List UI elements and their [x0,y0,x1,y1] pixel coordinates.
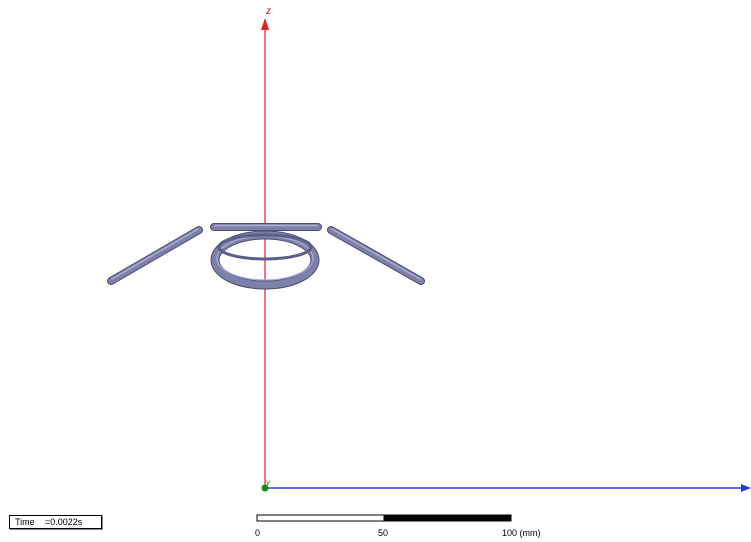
scale-tick-0: 0 [255,528,261,538]
spring-geometry[interactable] [107,223,425,290]
z-axis-label: z [266,6,271,17]
z-axis-arrowhead [261,18,269,30]
y-axis-label: y [266,478,270,487]
scale-tick-100: 100 (mm) [502,528,541,538]
origin-marker [261,484,269,492]
time-display: Time =0.0022s [9,515,102,529]
scale-bar [256,514,512,522]
time-label: Time [15,517,35,527]
horizontal-axis-arrowhead [741,484,751,492]
scale-tick-50: 50 [378,528,389,538]
time-value: =0.0022s [45,517,83,527]
